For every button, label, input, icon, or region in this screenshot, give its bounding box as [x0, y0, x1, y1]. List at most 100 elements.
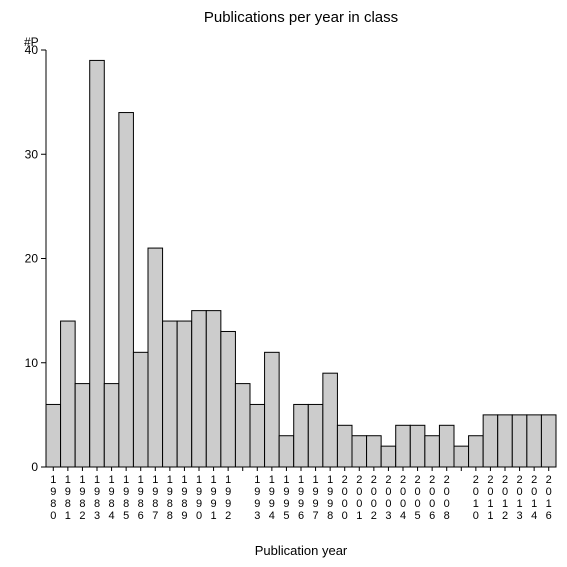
svg-text:3: 3: [385, 510, 391, 522]
svg-text:0: 0: [502, 486, 508, 498]
bar: [148, 248, 163, 467]
svg-text:5: 5: [415, 510, 421, 522]
bar: [512, 415, 527, 467]
svg-text:8: 8: [123, 498, 129, 510]
x-axis-label: Publication year: [255, 543, 348, 558]
svg-text:0: 0: [31, 460, 38, 474]
svg-text:9: 9: [298, 498, 304, 510]
svg-text:2: 2: [487, 474, 493, 486]
svg-text:1: 1: [546, 498, 552, 510]
svg-text:2: 2: [531, 474, 537, 486]
svg-text:8: 8: [94, 498, 100, 510]
bar: [381, 446, 396, 467]
svg-text:1: 1: [327, 474, 333, 486]
bar: [425, 436, 440, 467]
svg-text:5: 5: [283, 510, 289, 522]
bar: [61, 321, 76, 467]
svg-text:8: 8: [138, 498, 144, 510]
svg-text:2: 2: [429, 474, 435, 486]
svg-text:1: 1: [167, 474, 173, 486]
bar: [206, 311, 221, 467]
svg-text:2: 2: [444, 474, 450, 486]
svg-text:1: 1: [65, 474, 71, 486]
svg-text:1: 1: [152, 474, 158, 486]
svg-text:2: 2: [502, 510, 508, 522]
svg-text:0: 0: [356, 486, 362, 498]
svg-text:0: 0: [473, 486, 479, 498]
svg-text:8: 8: [50, 498, 56, 510]
svg-text:2: 2: [473, 474, 479, 486]
svg-text:1: 1: [356, 510, 362, 522]
svg-text:0: 0: [342, 486, 348, 498]
bar: [337, 425, 352, 467]
svg-text:9: 9: [211, 498, 217, 510]
svg-text:9: 9: [298, 486, 304, 498]
svg-text:0: 0: [415, 498, 421, 510]
bar: [396, 425, 411, 467]
svg-text:0: 0: [487, 486, 493, 498]
svg-text:0: 0: [531, 486, 537, 498]
svg-text:2: 2: [225, 510, 231, 522]
x-ticks: 1980198119821983198419851986198719881989…: [50, 467, 552, 522]
svg-text:9: 9: [181, 510, 187, 522]
svg-text:0: 0: [444, 486, 450, 498]
svg-text:2: 2: [546, 474, 552, 486]
svg-text:9: 9: [50, 486, 56, 498]
svg-text:0: 0: [429, 498, 435, 510]
svg-text:4: 4: [400, 510, 406, 522]
bar: [308, 404, 323, 467]
svg-text:6: 6: [138, 510, 144, 522]
svg-text:9: 9: [225, 486, 231, 498]
svg-text:8: 8: [65, 498, 71, 510]
svg-text:1: 1: [138, 474, 144, 486]
bar: [119, 113, 134, 467]
svg-text:1: 1: [181, 474, 187, 486]
svg-text:4: 4: [109, 510, 115, 522]
bar: [221, 331, 236, 467]
svg-text:40: 40: [25, 43, 39, 57]
bar: [454, 446, 469, 467]
svg-text:0: 0: [400, 486, 406, 498]
svg-text:2: 2: [385, 474, 391, 486]
svg-text:9: 9: [283, 486, 289, 498]
svg-text:2: 2: [502, 474, 508, 486]
svg-text:9: 9: [211, 486, 217, 498]
svg-text:8: 8: [167, 498, 173, 510]
svg-text:0: 0: [517, 486, 523, 498]
svg-text:8: 8: [444, 510, 450, 522]
svg-text:9: 9: [283, 498, 289, 510]
bar: [75, 384, 90, 467]
bar: [90, 60, 105, 467]
svg-text:0: 0: [50, 510, 56, 522]
svg-text:8: 8: [152, 498, 158, 510]
svg-text:9: 9: [65, 486, 71, 498]
svg-text:1: 1: [211, 474, 217, 486]
svg-text:0: 0: [385, 498, 391, 510]
bar: [46, 404, 61, 467]
svg-text:1: 1: [211, 510, 217, 522]
svg-text:8: 8: [167, 510, 173, 522]
bar: [541, 415, 556, 467]
svg-text:1: 1: [109, 474, 115, 486]
svg-text:10: 10: [25, 356, 39, 370]
svg-text:1: 1: [79, 474, 85, 486]
svg-text:9: 9: [327, 486, 333, 498]
svg-text:2: 2: [371, 474, 377, 486]
bar: [279, 436, 294, 467]
svg-text:9: 9: [269, 486, 275, 498]
svg-text:2: 2: [400, 474, 406, 486]
bar: [177, 321, 192, 467]
svg-text:1: 1: [298, 474, 304, 486]
svg-text:1: 1: [487, 510, 493, 522]
svg-text:6: 6: [298, 510, 304, 522]
svg-text:8: 8: [109, 498, 115, 510]
bar: [352, 436, 367, 467]
svg-text:9: 9: [181, 486, 187, 498]
svg-text:1: 1: [50, 474, 56, 486]
svg-text:9: 9: [138, 486, 144, 498]
svg-text:1: 1: [65, 510, 71, 522]
svg-text:1: 1: [94, 474, 100, 486]
svg-text:9: 9: [254, 486, 260, 498]
svg-text:1: 1: [254, 474, 260, 486]
svg-text:20: 20: [25, 252, 39, 266]
